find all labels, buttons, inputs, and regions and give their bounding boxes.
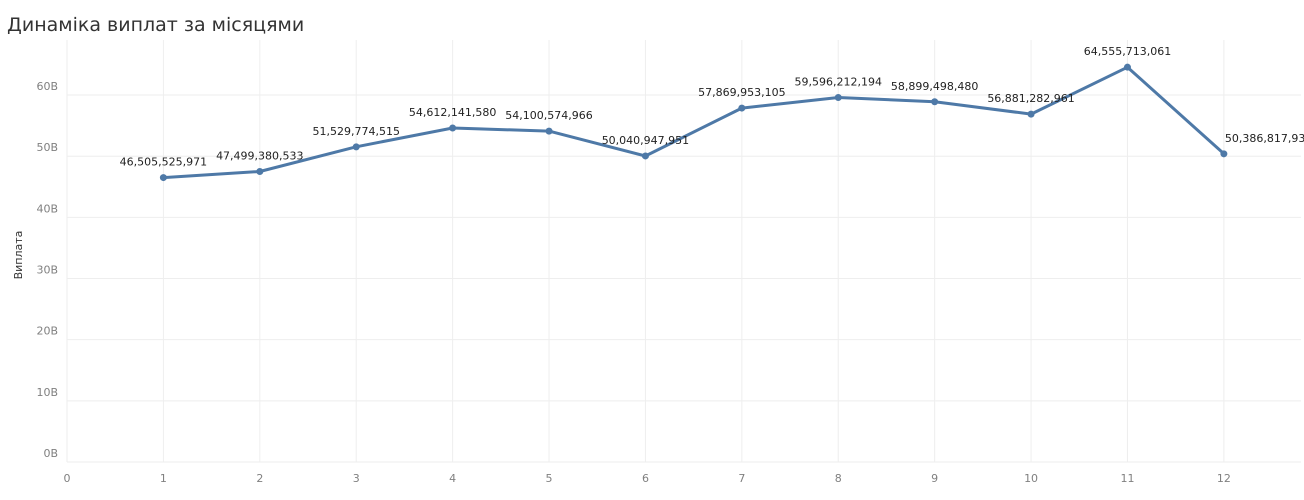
data-points xyxy=(159,63,1228,182)
x-tick-label: 7 xyxy=(738,472,745,485)
data-point xyxy=(1027,110,1035,118)
x-tick-label: 12 xyxy=(1217,472,1231,485)
data-point xyxy=(738,104,746,112)
y-tick-label: 20B xyxy=(36,325,58,338)
x-tick-label: 8 xyxy=(835,472,842,485)
data-label: 58,899,498,480 xyxy=(891,80,978,93)
y-axis: 0B 10B 20B 30B 40B 50B 60B xyxy=(36,80,58,460)
data-point xyxy=(545,127,553,135)
data-label: 50,040,947,951 xyxy=(602,134,689,147)
x-tick-label: 9 xyxy=(931,472,938,485)
x-tick-label: 3 xyxy=(353,472,360,485)
x-tick-label: 6 xyxy=(642,472,649,485)
data-label: 47,499,380,533 xyxy=(216,149,303,162)
x-tick-label: 2 xyxy=(256,472,263,485)
y-tick-label: 0B xyxy=(43,447,58,460)
data-point xyxy=(931,98,939,106)
data-point xyxy=(352,143,360,151)
x-tick-label: 4 xyxy=(449,472,456,485)
data-label: 59,596,212,194 xyxy=(795,76,882,89)
data-label: 64,555,713,061 xyxy=(1084,45,1171,58)
data-point xyxy=(449,124,457,132)
data-label: 54,612,141,580 xyxy=(409,106,496,119)
data-point xyxy=(1123,63,1131,71)
series-line xyxy=(161,65,1226,180)
x-tick-label: 0 xyxy=(64,472,71,485)
data-point xyxy=(641,152,649,160)
y-tick-label: 60B xyxy=(36,80,58,93)
grid-lines xyxy=(66,40,1301,463)
y-tick-label: 50B xyxy=(36,141,58,154)
data-point xyxy=(256,167,264,175)
y-axis-label: Виплата xyxy=(12,231,25,280)
data-point xyxy=(834,94,842,102)
x-tick-label: 5 xyxy=(546,472,553,485)
data-point xyxy=(159,174,167,182)
data-label: 46,505,525,971 xyxy=(120,156,207,169)
x-axis: 0 1 2 3 4 5 6 7 8 9 10 11 12 xyxy=(64,472,1231,485)
data-label: 54,100,574,966 xyxy=(505,109,592,122)
data-point xyxy=(1220,150,1228,158)
y-tick-label: 10B xyxy=(36,386,58,399)
data-label: 51,529,774,515 xyxy=(312,125,399,138)
y-tick-label: 40B xyxy=(36,202,58,215)
x-tick-label: 11 xyxy=(1120,472,1134,485)
data-label: 57,869,953,105 xyxy=(698,86,785,99)
y-tick-label: 30B xyxy=(36,264,58,277)
series xyxy=(161,65,1226,180)
data-labels: 46,505,525,971 47,499,380,533 51,529,774,5… xyxy=(120,45,1304,168)
x-tick-label: 10 xyxy=(1024,472,1038,485)
chart-title: Динаміка виплат за місяцями xyxy=(7,14,305,36)
data-label: 50,386,817,935 xyxy=(1225,132,1304,145)
data-label: 56,881,282,961 xyxy=(987,92,1074,105)
x-tick-label: 1 xyxy=(160,472,167,485)
